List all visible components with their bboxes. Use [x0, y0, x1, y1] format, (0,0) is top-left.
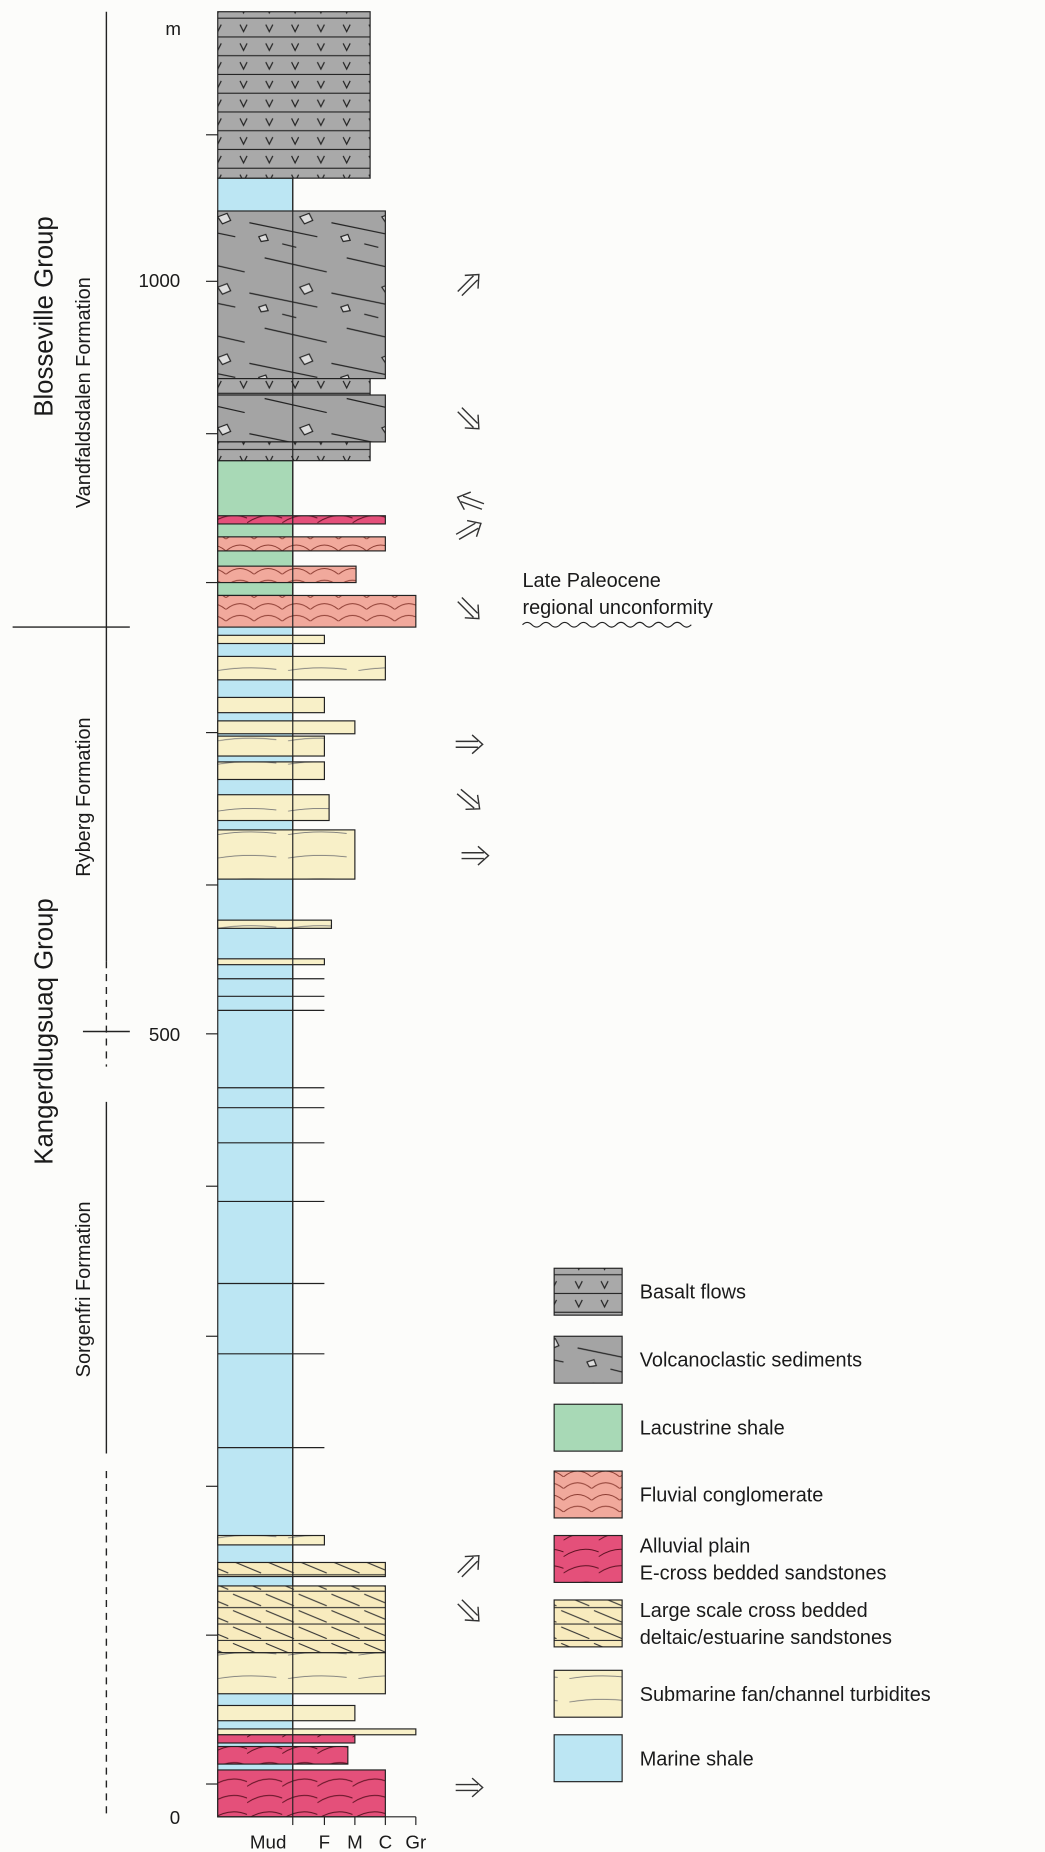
layer-cross [218, 1562, 386, 1576]
depth-label: 500 [149, 1024, 180, 1045]
layer-turb [218, 1536, 325, 1545]
arrow [453, 268, 485, 300]
legend-swatch [554, 1600, 622, 1647]
grain-size-label: Gr [405, 1831, 426, 1852]
group-label: Kangerdlugsuaq Group [30, 898, 58, 1164]
layer-turb [218, 1705, 355, 1720]
arrow [453, 403, 485, 435]
layer-turb [218, 635, 325, 643]
arrow [454, 488, 486, 515]
layer-volc [218, 395, 386, 442]
arrow [456, 1778, 483, 1797]
arrow [453, 1595, 485, 1627]
layer-turb [218, 697, 325, 712]
arrow [453, 593, 485, 625]
legend-label: Fluvial conglomerate [640, 1485, 824, 1507]
layer-fluv [218, 566, 356, 582]
layer-basalt [218, 12, 370, 178]
arrow [456, 735, 483, 754]
grain-size-label: Mud [250, 1831, 286, 1852]
unit-label: m [165, 18, 181, 39]
legend-label: Alluvial plain [640, 1536, 751, 1558]
depth-label: 0 [170, 1807, 180, 1828]
legend-label: Large scale cross bedded [640, 1600, 868, 1622]
grain-size-label: M [347, 1831, 363, 1852]
layer-basalt [218, 379, 370, 395]
legend: Basalt flows Volcanoclastic sediments Lacu… [554, 1268, 931, 1781]
layer-allu [218, 516, 386, 524]
arrow [462, 846, 489, 865]
page: {"header": {"unit": "m"}, "depth_labels"… [0, 0, 1045, 1852]
layer-turb [218, 721, 355, 734]
layer-fluv [218, 537, 386, 551]
legend-swatch [554, 1670, 622, 1717]
layer-basalt [218, 442, 370, 461]
legend-label: Volcanoclastic sediments [640, 1350, 862, 1372]
layer-turb [218, 920, 332, 928]
legend-label: E-cross bedded sandstones [640, 1562, 887, 1584]
layer-turb [218, 959, 325, 965]
legend-swatch [554, 1536, 622, 1583]
grain-size-label: C [379, 1831, 393, 1852]
legend-label: Lacustrine shale [640, 1418, 785, 1440]
annotation: Late Paleocene [523, 570, 661, 592]
arrow [453, 1549, 485, 1581]
layer-fluv [218, 595, 416, 627]
formation-label: Ryberg Formation [73, 717, 95, 876]
legend-swatch [554, 1404, 622, 1451]
arrow [453, 515, 486, 545]
legend-swatch [554, 1735, 622, 1782]
layer-turb [218, 762, 325, 780]
legend-label: Basalt flows [640, 1282, 746, 1304]
layer-volc [218, 211, 386, 379]
layer-turb [218, 736, 325, 756]
layer-allu [218, 1770, 386, 1817]
arrow [453, 784, 486, 816]
layer-turb [218, 656, 386, 679]
column [206, 12, 416, 1825]
formation-label: Vandfaldsdalen Formation [73, 277, 95, 508]
layer-turb [218, 795, 329, 821]
stratigraphic-column: m 1000 500 0 Blosseville Group Vandfalds… [0, 0, 1045, 1852]
legend-swatch [554, 1268, 622, 1315]
group-label: Blosseville Group [30, 216, 58, 417]
layer-allu [218, 1735, 355, 1743]
unconformity-line [523, 622, 692, 627]
layer-cross [218, 1586, 386, 1653]
grain-size-label: F [319, 1831, 330, 1852]
legend-label: Submarine fan/channel turbidites [640, 1684, 931, 1706]
formation-label: Sorgenfri Formation [73, 1201, 95, 1377]
legend-label: deltaic/estuarine sandstones [640, 1627, 892, 1649]
layer-turb [218, 1729, 416, 1735]
paleocurrent-arrows [453, 268, 489, 1797]
layer-allu [218, 1747, 348, 1765]
legend-label: Marine shale [640, 1748, 754, 1770]
layer-turb [218, 1653, 386, 1694]
depth-label: 1000 [139, 270, 181, 291]
legend-swatch [554, 1471, 622, 1518]
layer-turb [218, 830, 355, 879]
annotation: regional unconformity [523, 597, 713, 619]
legend-swatch [554, 1336, 622, 1383]
